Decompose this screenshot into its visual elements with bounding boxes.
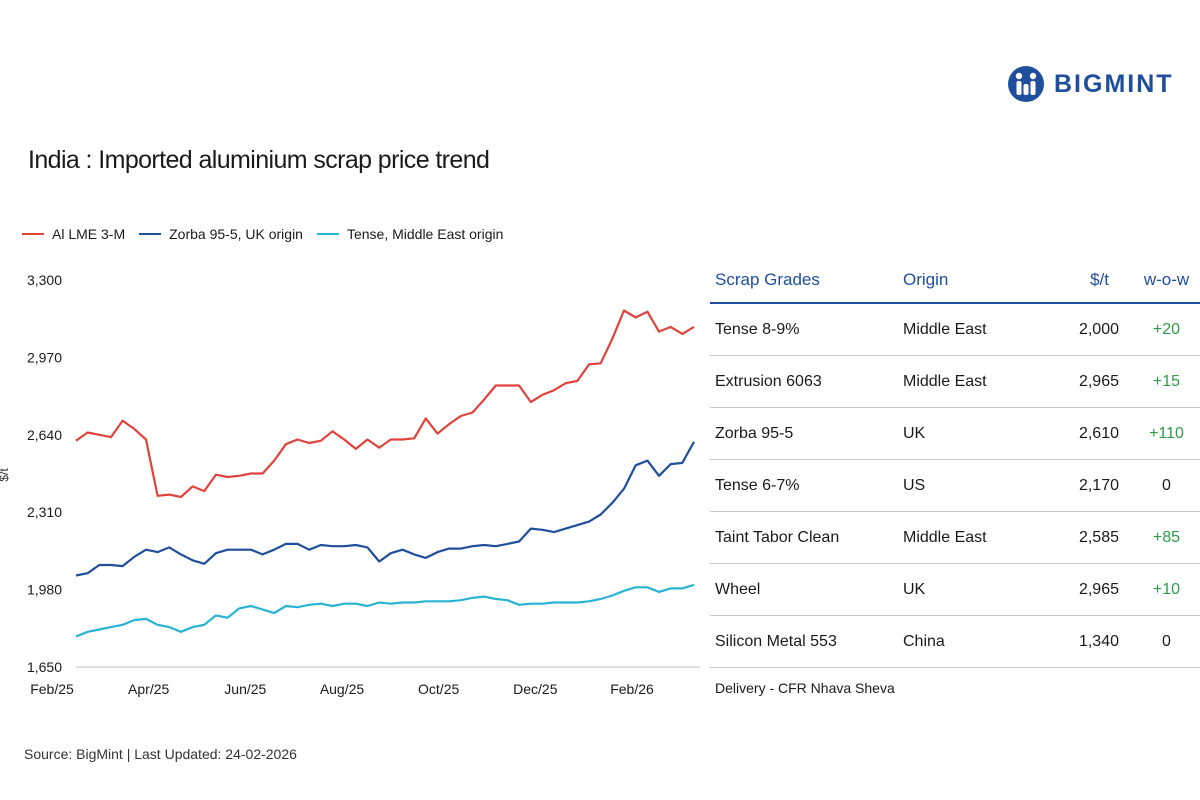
series-lines bbox=[75, 309, 695, 638]
x-axis-ticks: Feb/25 Apr/25 Jun/25 Aug/25 Oct/25 Dec/25 Feb/… bbox=[30, 681, 654, 697]
cell-price: 2,610 bbox=[1029, 407, 1133, 460]
series-line-al-lme bbox=[75, 309, 695, 499]
table-row: Wheel UK 2,965 +10 bbox=[710, 563, 1200, 616]
legend-label-al-lme: Al LME 3-M bbox=[52, 226, 126, 242]
y-tick-label: 3,300 bbox=[27, 272, 62, 288]
legend-swatch-al-lme bbox=[22, 233, 44, 235]
x-tick-label: Dec/25 bbox=[513, 681, 558, 697]
cell-origin: China bbox=[903, 615, 1029, 668]
bigmint-logo-icon bbox=[1008, 66, 1044, 102]
y-tick-label: 2,970 bbox=[27, 349, 62, 365]
legend-item-tense: Tense, Middle East origin bbox=[316, 226, 504, 242]
table-row: Taint Tabor Clean Middle East 2,585 +85 bbox=[710, 511, 1200, 564]
cell-price: 2,170 bbox=[1029, 459, 1133, 512]
cell-price: 1,340 bbox=[1029, 615, 1133, 668]
scrap-price-table: Scrap Grades Origin $/t w-o-w Tense 8-9%… bbox=[710, 258, 1200, 668]
cell-grade: Wheel bbox=[710, 563, 903, 616]
header-price: $/t bbox=[1029, 258, 1133, 304]
x-tick-label: Feb/26 bbox=[610, 681, 654, 697]
cell-wow: +110 bbox=[1133, 407, 1200, 460]
table-row: Tense 6-7% US 2,170 0 bbox=[710, 459, 1200, 512]
x-tick-label: Oct/25 bbox=[418, 681, 459, 697]
x-tick-label: Feb/25 bbox=[30, 681, 74, 697]
cell-wow: +20 bbox=[1133, 303, 1200, 356]
header-wow: w-o-w bbox=[1133, 258, 1200, 304]
chart-title: India : Imported aluminium scrap price t… bbox=[28, 146, 490, 174]
cell-grade: Silicon Metal 553 bbox=[710, 615, 903, 668]
series-line-zorba bbox=[75, 441, 695, 577]
cell-origin: Middle East bbox=[903, 511, 1029, 564]
x-tick-label: Apr/25 bbox=[128, 681, 169, 697]
series-line-tense bbox=[75, 583, 695, 638]
y-tick-label: 1,980 bbox=[27, 582, 62, 598]
cell-origin: UK bbox=[903, 407, 1029, 460]
cell-wow: +10 bbox=[1133, 563, 1200, 616]
y-tick-label: 2,640 bbox=[27, 427, 62, 443]
cell-origin: UK bbox=[903, 563, 1029, 616]
x-tick-label: Jun/25 bbox=[224, 681, 266, 697]
cell-price: 2,965 bbox=[1029, 355, 1133, 408]
cell-origin: Middle East bbox=[903, 303, 1029, 356]
legend-label-tense: Tense, Middle East origin bbox=[346, 226, 504, 242]
logo-wordmark: BIGMINT bbox=[1054, 69, 1174, 98]
cell-price: 2,965 bbox=[1029, 563, 1133, 616]
header-scrap-grades: Scrap Grades bbox=[710, 258, 903, 304]
table-row: Silicon Metal 553 China 1,340 0 bbox=[710, 615, 1200, 668]
cell-wow: 0 bbox=[1133, 459, 1200, 512]
x-tick-label: Aug/25 bbox=[320, 681, 365, 697]
y-tick-label: 1,650 bbox=[27, 659, 62, 675]
cell-origin: Middle East bbox=[903, 355, 1029, 408]
y-tick-label: 2,310 bbox=[27, 504, 62, 520]
legend-label-zorba: Zorba 95-5, UK origin bbox=[169, 226, 303, 242]
legend-swatch-tense bbox=[316, 233, 339, 235]
table-row: Zorba 95-5 UK 2,610 +110 bbox=[710, 407, 1200, 460]
table-row: Tense 8-9% Middle East 2,000 +20 bbox=[710, 303, 1200, 356]
cell-wow: +85 bbox=[1133, 511, 1200, 564]
cell-grade: Extrusion 6063 bbox=[710, 355, 903, 408]
cell-price: 2,585 bbox=[1029, 511, 1133, 564]
cell-grade: Taint Tabor Clean bbox=[710, 511, 903, 564]
brand-logo: BIGMINT bbox=[1006, 64, 1174, 104]
cell-price: 2,000 bbox=[1029, 303, 1133, 356]
legend-item-zorba: Zorba 95-5, UK origin bbox=[139, 226, 303, 242]
table-header-row: Scrap Grades Origin $/t w-o-w bbox=[710, 258, 1200, 304]
legend-swatch-zorba bbox=[139, 233, 162, 235]
table-row: Extrusion 6063 Middle East 2,965 +15 bbox=[710, 355, 1200, 408]
source-note: Source: BigMint | Last Updated: 24-02-20… bbox=[24, 746, 297, 762]
header-origin: Origin bbox=[903, 258, 1029, 304]
cell-grade: Tense 6-7% bbox=[710, 459, 903, 512]
legend-item-al-lme: Al LME 3-M bbox=[22, 226, 125, 242]
cell-grade: Zorba 95-5 bbox=[710, 407, 903, 460]
cell-grade: Tense 8-9% bbox=[710, 303, 903, 356]
delivery-note: Delivery - CFR Nhava Sheva bbox=[715, 680, 895, 696]
cell-origin: US bbox=[903, 459, 1029, 512]
chart-legend: Al LME 3-M Zorba 95-5, UK origin Tense, … bbox=[22, 226, 517, 242]
y-axis-label: $/t bbox=[0, 468, 11, 482]
cell-wow: +15 bbox=[1133, 355, 1200, 408]
y-axis-ticks: 3,300 2,970 2,640 2,310 1,980 1,650 bbox=[27, 272, 62, 675]
line-chart: 3,300 2,970 2,640 2,310 1,980 1,650 $/t Feb/2… bbox=[0, 272, 700, 697]
cell-wow: 0 bbox=[1133, 615, 1200, 668]
